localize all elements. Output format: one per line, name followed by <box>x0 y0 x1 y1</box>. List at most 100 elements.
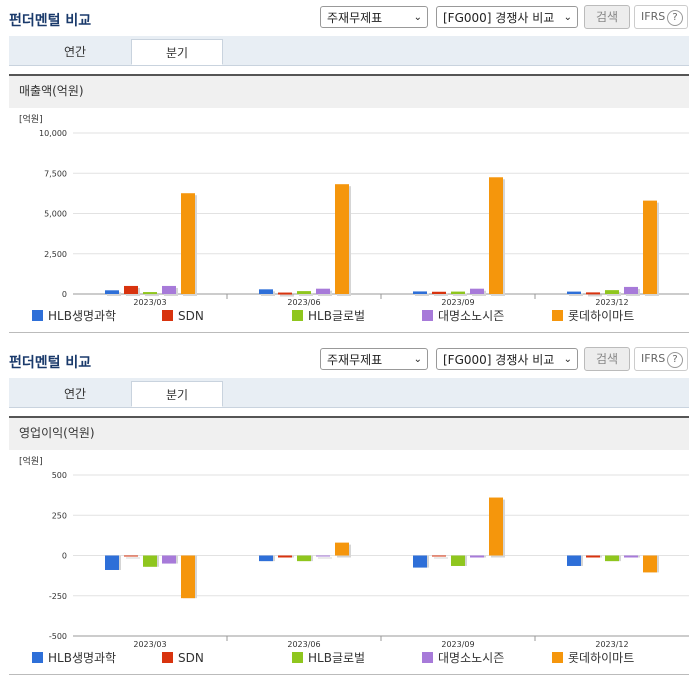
statement-select-value: 주재무제표 <box>327 353 383 367</box>
revenue-chart: [억원] 0 2,500 5,000 7,500 10,000 2023/03 2023/06… <box>9 108 689 334</box>
bar <box>181 193 195 294</box>
bar <box>643 200 657 294</box>
tab-quarterly[interactable]: 분기 <box>131 39 223 65</box>
legend-item-hlb-life[interactable]: HLB생명과학 <box>32 308 116 324</box>
bar <box>335 542 349 556</box>
bar <box>413 291 427 294</box>
panel-title: 펀더멘털 비교 <box>9 13 92 29</box>
legend-swatch <box>292 652 303 663</box>
legend-swatch <box>162 310 173 321</box>
legend-item-hlb-global[interactable]: HLB글로벌 <box>292 650 365 666</box>
x-tick-label: 2023/09 <box>441 640 474 649</box>
ifrs-help-button[interactable]: IFRS ? <box>634 5 688 29</box>
bar-shadow <box>107 292 121 296</box>
y-tick-label: 10,000 <box>39 129 67 138</box>
legend-item-sdn[interactable]: SDN <box>162 308 204 324</box>
divider <box>9 332 689 333</box>
search-button[interactable]: 검색 <box>584 347 630 371</box>
bar <box>432 291 446 294</box>
bar <box>316 555 330 557</box>
panel-title: 펀더멘털 비교 <box>9 355 92 371</box>
ifrs-help-button[interactable]: IFRS ? <box>634 347 688 371</box>
legend-label: 대명소노시즌 <box>438 309 505 323</box>
search-button[interactable]: 검색 <box>584 5 630 29</box>
compare-select-value: [FG000] 경쟁사 비교 <box>443 11 555 25</box>
operating-profit-chart: [억원] -500 -250 0 250 500 2023/03 2023/06 2023/09… <box>9 450 689 676</box>
legend-swatch <box>162 652 173 663</box>
bar <box>567 291 581 294</box>
bar <box>470 288 484 294</box>
x-tick-label: 2023/06 <box>287 298 320 307</box>
legend-swatch <box>552 652 563 663</box>
chevron-down-icon: ⌄ <box>413 12 422 23</box>
tab-quarterly[interactable]: 분기 <box>131 381 223 407</box>
x-tick-label: 2023/12 <box>595 298 628 307</box>
bar <box>432 555 446 557</box>
bar <box>470 555 484 558</box>
bar <box>586 555 600 558</box>
tab-annual[interactable]: 연간 <box>63 387 87 401</box>
bar-shadow <box>434 293 448 296</box>
legend-item-lotte-himart[interactable]: 롯데하이마트 <box>552 650 634 666</box>
legend-swatch <box>552 310 563 321</box>
chevron-down-icon: ⌄ <box>413 354 422 365</box>
compare-select[interactable]: [FG000] 경쟁사 비교 ⌄ <box>436 348 578 370</box>
bar <box>413 555 427 568</box>
bar <box>586 292 600 295</box>
legend-item-lotte-himart[interactable]: 롯데하이마트 <box>552 308 634 324</box>
bar-shadow <box>588 294 602 297</box>
bar <box>624 286 638 294</box>
compare-select[interactable]: [FG000] 경쟁사 비교 ⌄ <box>436 6 578 28</box>
legend-item-hlb-life[interactable]: HLB생명과학 <box>32 650 116 666</box>
statement-select-value: 주재무제표 <box>327 11 383 25</box>
y-tick-label: 2,500 <box>44 250 67 259</box>
legend-item-daemyung[interactable]: 대명소노시즌 <box>422 650 504 666</box>
y-tick-label: 500 <box>52 471 67 480</box>
operating-profit-chart-svg: [억원] -500 -250 0 250 500 2023/03 2023/06 2023/09… <box>19 455 689 649</box>
bar <box>162 555 176 564</box>
bar <box>489 497 503 556</box>
bar <box>278 555 292 558</box>
period-tabs: 연간 분기 <box>9 378 689 408</box>
legend-label: 롯데하이마트 <box>568 651 635 665</box>
legend-item-daemyung[interactable]: 대명소노시즌 <box>422 308 504 324</box>
legend-label: HLB글로벌 <box>308 309 366 323</box>
legend-label: SDN <box>178 309 204 323</box>
legend-swatch <box>32 652 43 663</box>
legend-label: 롯데하이마트 <box>568 309 635 323</box>
legend-label: SDN <box>178 651 204 665</box>
bar <box>643 555 657 573</box>
legend-label: HLB생명과학 <box>48 309 117 323</box>
bar <box>105 555 119 570</box>
y-tick-label: 0 <box>62 290 67 299</box>
operating-profit-panel: 펀더멘털 비교 주재무제표 ⌄ [FG000] 경쟁사 비교 ⌄ 검색 IFRS… <box>0 342 696 684</box>
legend-item-sdn[interactable]: SDN <box>162 650 204 666</box>
statement-select[interactable]: 주재무제표 ⌄ <box>320 6 428 28</box>
bar <box>316 288 330 294</box>
legend-swatch <box>32 310 43 321</box>
y-tick-label: 0 <box>62 552 67 561</box>
y-tick-label: 250 <box>52 511 67 520</box>
statement-select[interactable]: 주재무제표 ⌄ <box>320 348 428 370</box>
chevron-down-icon: ⌄ <box>563 354 572 365</box>
bar <box>124 555 138 557</box>
section-header: 영업이익(억원) <box>9 416 689 450</box>
chart-unit-label: [억원] <box>19 455 43 467</box>
compare-select-value: [FG000] 경쟁사 비교 <box>443 353 555 367</box>
bar <box>451 555 465 566</box>
bar <box>567 555 581 566</box>
bar <box>105 290 119 294</box>
bar-shadow <box>569 293 583 296</box>
divider <box>9 674 689 675</box>
bar-shadow <box>318 557 332 559</box>
bar <box>181 555 195 599</box>
ifrs-label: IFRS <box>641 10 666 23</box>
bar-shadow <box>299 293 313 296</box>
tab-annual[interactable]: 연간 <box>63 45 87 59</box>
bar <box>259 289 273 294</box>
section-header: 매출액(억원) <box>9 74 689 108</box>
bar <box>162 285 176 294</box>
revenue-chart-svg: [억원] 0 2,500 5,000 7,500 10,000 2023/03 2023/06… <box>19 113 689 307</box>
legend-swatch <box>292 310 303 321</box>
legend-item-hlb-global[interactable]: HLB글로벌 <box>292 308 365 324</box>
